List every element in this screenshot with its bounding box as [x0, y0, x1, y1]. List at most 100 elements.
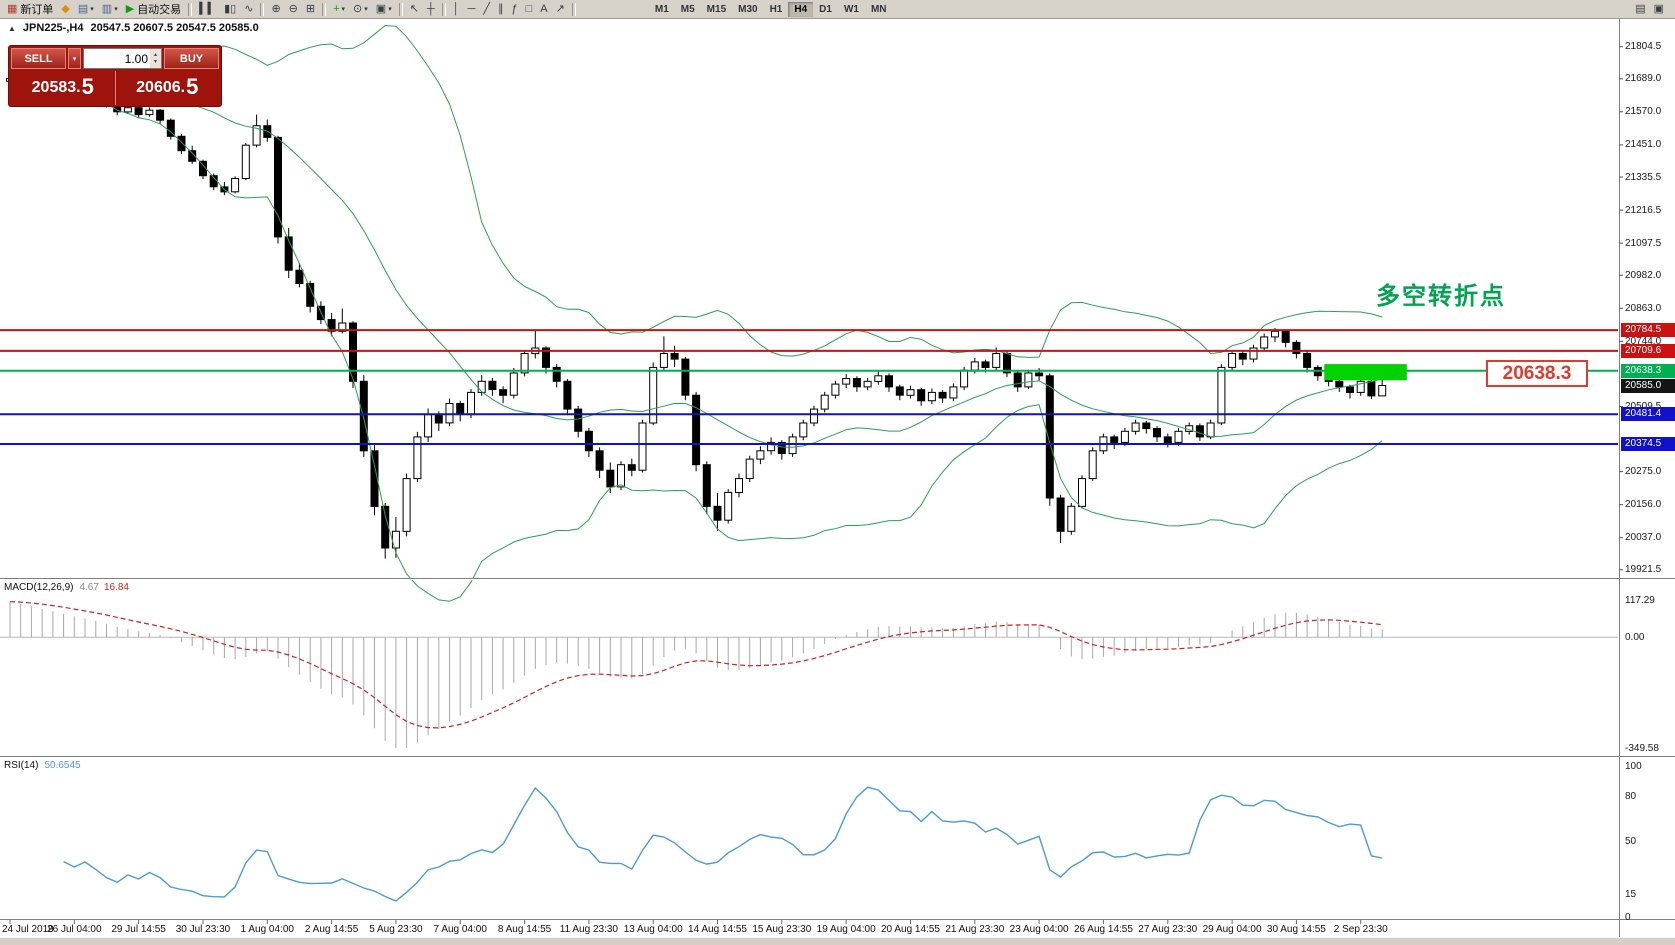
volume-increase-icon[interactable]: ▴ — [153, 51, 157, 58]
time-label: 14 Aug 14:55 — [688, 924, 747, 935]
templates-button[interactable]: ▣ ▾ — [373, 1, 395, 17]
shapes-button[interactable]: □ — [523, 1, 536, 17]
timeframe-m1-button[interactable]: M1 — [654, 3, 669, 15]
sell-button[interactable]: SELL — [11, 48, 66, 69]
crosshair-button[interactable]: ┼ — [424, 1, 438, 17]
buy-price-display[interactable]: 20606. 5 — [136, 74, 199, 99]
periods-button[interactable]: ⊙ ▾ — [350, 1, 371, 17]
strategy-tester-button[interactable]: ▣ — [1651, 1, 1667, 17]
text-button[interactable]: A — [537, 1, 550, 17]
candlestick-chart-button[interactable]: ▮▯ — [221, 1, 239, 17]
indicators-button[interactable]: + ▾ — [330, 1, 348, 17]
autotrading-label: 自动交易 — [137, 4, 182, 16]
timeframe-m5-button[interactable]: M5 — [680, 3, 695, 15]
price-tag: 20481.4 — [1621, 407, 1675, 422]
profiles-button[interactable]: ▥ ▾ — [99, 1, 121, 17]
sell-price-display[interactable]: 20583. 5 — [31, 74, 94, 99]
timeframe-m30-button[interactable]: M30 — [738, 3, 758, 15]
bollinger-lower-band — [52, 85, 1383, 602]
time-label: 26 Aug 14:55 — [1073, 924, 1133, 935]
bollinger-upper-band — [52, 24, 1383, 358]
toolbar: ▦ 新订单 ◆ ▤ ▾ ▥ ▾ ▶ 自动交易 ▍▍ ▮▯ ∿ ⊕ ⊖ ⊞ + ▾ ⊙ ▾ ▣ ▾ ↖ ┼ │ ─ ╱ ∥ ƒ □ A ↗ M1… — [0, 0, 1675, 19]
price-scale[interactable]: 21804.5 21689.0 21570.0 21451.0 21335.5 21216… — [1621, 0, 1675, 945]
macd-scale-label: 117.29 — [1625, 594, 1655, 606]
tile-windows-icon: ⊞ — [305, 3, 316, 15]
price-tick: 21570.0 — [1625, 106, 1662, 118]
vertical-line-button[interactable]: │ — [450, 1, 463, 17]
toolbar-right-group: ▤ ▣ — [1631, 1, 1668, 17]
order-options-dropdown[interactable]: ▾ — [68, 48, 81, 69]
time-label: 29 Jul 14:55 — [111, 924, 166, 935]
horizontal-line-button[interactable]: ─ — [465, 1, 479, 17]
rsi-indicator-label: RSI(14) 50.6545 — [4, 760, 81, 771]
bar-chart-button[interactable]: ▍▍ — [196, 1, 219, 17]
bollinger-middle-band — [52, 79, 1383, 448]
price-tag: 20784.5 — [1621, 323, 1675, 338]
line-chart-button[interactable]: ∿ — [241, 1, 256, 17]
channel-button[interactable]: ∥ — [495, 1, 507, 17]
timeframe-h1-button[interactable]: H1 — [769, 3, 783, 15]
time-label: 15 Aug 23:30 — [752, 924, 812, 935]
price-tick: 20156.0 — [1625, 499, 1662, 511]
new-chart-button[interactable]: ▤ ▾ — [75, 1, 97, 17]
trendline-icon: ╱ — [483, 3, 491, 15]
time-label: 7 Aug 04:00 — [433, 924, 487, 935]
rsi-scale-label: 0 — [1625, 911, 1631, 923]
zoom-out-button[interactable]: ⊖ — [286, 1, 301, 17]
price-callout-label[interactable]: 20638.3 — [1486, 360, 1588, 387]
timeframe-m15-button[interactable]: M15 — [706, 3, 727, 15]
timeframe-mn-button[interactable]: MN — [870, 3, 887, 15]
data-window-icon: ▤ — [1635, 3, 1646, 15]
time-label: 23 Aug 04:00 — [1009, 924, 1069, 935]
highlight-rectangle-object[interactable] — [1324, 364, 1407, 381]
crosshair-icon: ┼ — [426, 3, 435, 15]
cursor-icon: ↖ — [409, 3, 419, 15]
autotrading-icon: ▶ — [125, 3, 135, 15]
caret-down-icon: ▾ — [341, 6, 346, 13]
metaeditor-button[interactable]: ◆ — [58, 1, 72, 17]
time-label: 27 Aug 23:30 — [1138, 924, 1198, 935]
volume-input[interactable] — [84, 49, 150, 68]
time-label: 13 Aug 04:00 — [623, 924, 683, 935]
chart-ohlc-values: 20547.5 20607.5 20547.5 20585.0 — [90, 22, 259, 34]
time-axis[interactable]: 24 Jul 2019 26 Jul 04:00 29 Jul 14:55 30 Ju… — [0, 920, 1618, 937]
autotrading-button[interactable]: ▶ 自动交易 — [123, 1, 184, 17]
price-tag: 20638.3 — [1621, 363, 1675, 378]
fibonacci-button[interactable]: ƒ — [509, 1, 521, 17]
timeframe-d1-button[interactable]: D1 — [819, 3, 832, 15]
one-click-toggle-icon[interactable]: ▲ — [8, 23, 16, 33]
cursor-button[interactable]: ↖ — [407, 1, 422, 17]
price-tick: 21689.0 — [1625, 73, 1662, 85]
time-label: 26 Jul 04:00 — [47, 924, 102, 935]
rsi-scale-label: 15 — [1625, 888, 1637, 900]
toolbar-separator — [441, 2, 446, 16]
one-click-trading-panel: SELL ▾ ▴ ▾ BUY 20583.5 20606.5 — [8, 45, 222, 107]
macd-scale-label: 0.00 — [1625, 631, 1645, 643]
time-label: 20 Aug 14:55 — [880, 924, 940, 935]
arrows-icon: ↗ — [555, 3, 565, 15]
price-tick: 20275.0 — [1625, 466, 1662, 478]
toolbar-separator — [571, 2, 576, 16]
timeframe-h4-button[interactable]: H4 — [788, 1, 814, 17]
chart-symbol-period: JPN225-,H4 — [22, 22, 84, 34]
volume-decrease-icon[interactable]: ▾ — [153, 58, 157, 65]
zoom-in-button[interactable]: ⊕ — [268, 1, 283, 17]
arrows-button[interactable]: ↗ — [553, 1, 568, 17]
new-order-button[interactable]: ▦ 新订单 — [4, 1, 56, 17]
tile-windows-button[interactable]: ⊞ — [303, 1, 318, 17]
periods-icon: ⊙ — [353, 3, 363, 15]
chart-annotation-text[interactable]: 多空转折点 — [1376, 283, 1506, 310]
data-window-button[interactable]: ▤ — [1632, 1, 1648, 17]
time-label: 19 Aug 04:00 — [816, 924, 876, 935]
time-label: 30 Aug 14:55 — [1266, 924, 1326, 935]
price-tick: 19921.5 — [1625, 564, 1662, 576]
channel-icon: ∥ — [498, 3, 504, 15]
trendline-button[interactable]: ╱ — [480, 1, 493, 17]
price-tick: 20863.0 — [1625, 302, 1662, 314]
price-tick: 20982.0 — [1625, 269, 1662, 281]
timeframe-w1-button[interactable]: W1 — [843, 3, 859, 15]
buy-button[interactable]: BUY — [164, 48, 219, 69]
rsi-line — [63, 786, 1383, 902]
